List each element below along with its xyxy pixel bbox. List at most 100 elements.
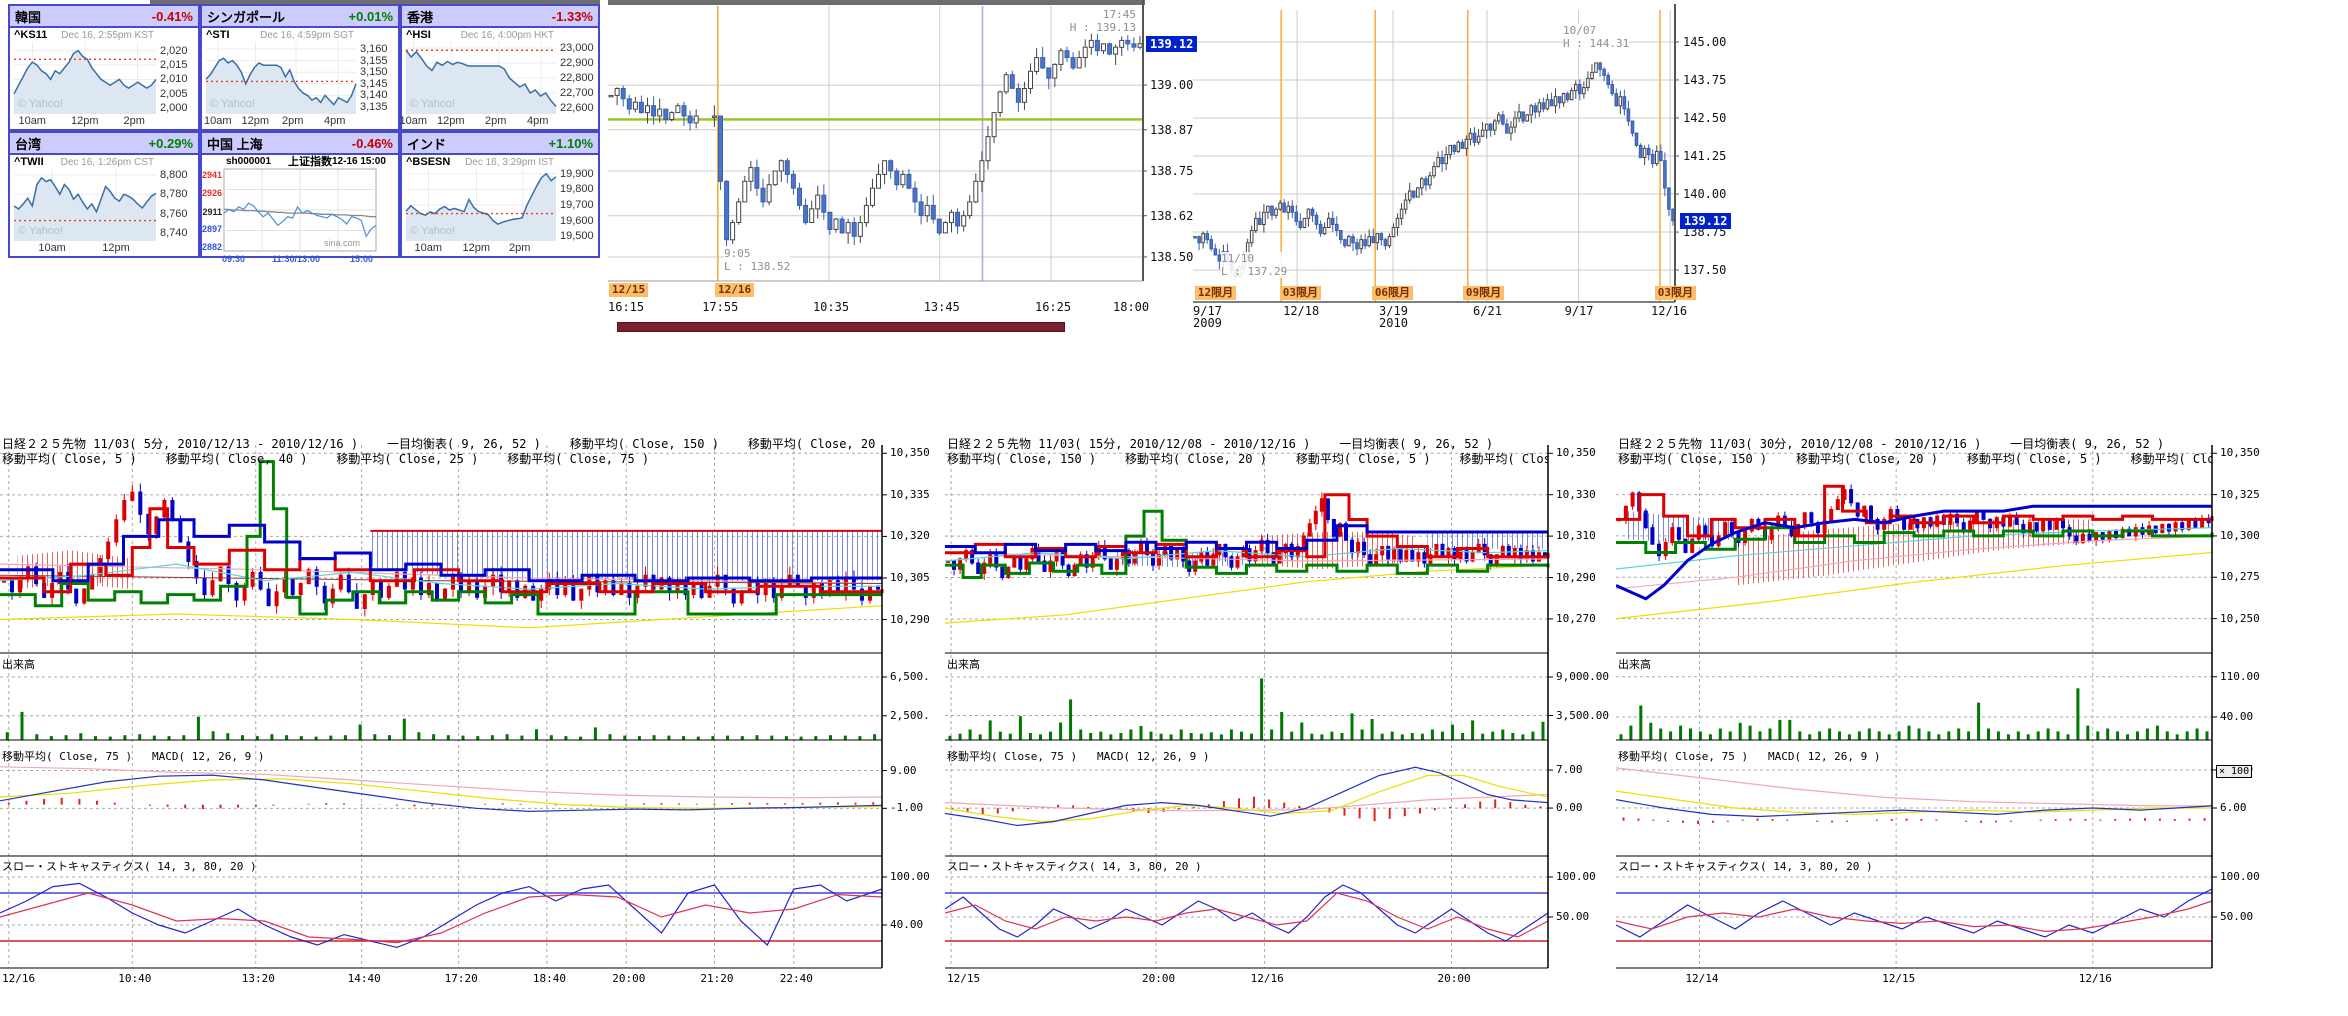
y-axis-label: 9,000.00: [1556, 670, 1609, 684]
chart-subtitle: 移動平均( Close, 150 ) 移動平均( Close, 20 ) 移動平…: [947, 452, 1548, 466]
high-annotation: 10/07 H : 144.31: [1563, 24, 1630, 50]
daily-candle-chart[interactable]: 145.00 143.75 142.50 141.25 140.00 138.75 137.…: [1193, 4, 1755, 334]
last-price-label: 139.12: [1146, 36, 1198, 52]
market-name[interactable]: 中国 上海: [207, 136, 263, 152]
y-axis-label: 8,780: [160, 188, 188, 201]
unit-multiplier-box: × 100: [2216, 765, 2253, 778]
market-mini-chart[interactable]: ^STI Dec 16, 4:59pm SGT 3,160 3,155 3,150 3,1…: [202, 28, 398, 129]
y-axis-label: 145.00: [1683, 34, 1727, 49]
month-box: 03限月: [1654, 286, 1696, 300]
date-box: 12/15: [609, 283, 649, 297]
month-box: 12限月: [1194, 286, 1237, 300]
x-axis-label: 10am: [414, 242, 443, 254]
market-cell-korea[interactable]: 韓国 -0.41% ^KS11 Dec 16, 2:55pm KST 2,020 2,…: [8, 4, 200, 131]
intraday-candle-chart[interactable]: 139.00 138.87 138.75 138.62 138.50 16:15 17:55…: [608, 0, 1198, 336]
x-axis-label: 17:55: [702, 300, 739, 314]
y-axis-label: 10,350: [890, 446, 930, 460]
y-axis-label: 138.62: [1150, 208, 1194, 223]
y-axis-label: 8,760: [160, 207, 188, 220]
market-change-pct: -0.46%: [351, 135, 393, 151]
y-axis-label: 10,325: [2220, 487, 2260, 501]
chart-title: 日経２２５先物 11/03( 30分, 2010/12/08 - 2010/12…: [1618, 437, 2165, 451]
scrollbar[interactable]: [617, 322, 1065, 332]
x-axis-label: 2pm: [509, 242, 531, 254]
macd-section-label: 移動平均( Close, 75 ) MACD( 12, 26, 9 ): [2, 750, 265, 763]
x-axis-label: 12pm: [71, 115, 99, 127]
y-axis-label: 3,500.00: [1556, 708, 1609, 722]
futures-plot[interactable]: 10,350 10,325 10,300 10,275 10,250 110.00 40.0…: [1616, 437, 2348, 1016]
y-axis-label: 138.87: [1150, 122, 1194, 137]
y-axis-label: 2,015: [160, 59, 188, 72]
macd-section-label: 移動平均( Close, 75 ) MACD( 12, 26, 9 ): [1618, 750, 1881, 763]
futures-chart-15min[interactable]: 日経２２５先物 11/03( 15分, 2010/12/08 - 2010/12…: [945, 437, 1613, 1016]
y-axis-label: 40.00: [2220, 710, 2254, 723]
x-axis-label: 9/17: [1564, 304, 1594, 318]
yahoo-watermark: © Yahoo!: [410, 225, 456, 237]
market-change-pct: +1.10%: [548, 135, 593, 151]
month-box: 09限月: [1462, 286, 1505, 300]
x-axis-label: 10am: [18, 115, 46, 127]
y-axis-label: 7.00: [1556, 763, 1583, 777]
market-mini-chart[interactable]: ^KS11 Dec 16, 2:55pm KST 2,020 2,015 2,010 2,…: [10, 28, 198, 129]
y-axis-label: 3,155: [360, 54, 388, 67]
futures-plot[interactable]: 10,350 10,335 10,320 10,305 10,290 6,500. 2,50…: [0, 437, 944, 1016]
x-axis-label: 15:00: [350, 254, 374, 264]
y-axis-label: 2,020: [160, 44, 188, 57]
x-axis-label: 12pm: [102, 242, 130, 254]
y-axis-label: 19,800: [560, 183, 594, 196]
market-mini-chart[interactable]: ^BSESN Dec 16, 3:29pm IST 19,900 19,800 19,7…: [402, 155, 598, 256]
x-axis-label: 13:20: [241, 972, 275, 985]
x-axis-label: 10am: [399, 115, 428, 127]
market-name[interactable]: インド: [407, 136, 447, 152]
x-axis-label: 12/15: [1882, 972, 1916, 985]
datetime-label: 12-16 15:00: [332, 156, 386, 167]
index-title: 上证指数: [288, 156, 332, 168]
window-edge: [150, 0, 600, 4]
market-cell-taiwan[interactable]: 台湾 +0.29% ^TWII Dec 16, 1:26pm CST 8,800 8,…: [8, 131, 200, 258]
daily-plot[interactable]: 145.00 143.75 142.50 141.25 140.00 138.75 137.…: [1193, 4, 1726, 334]
x-axis-label: 20:00: [1437, 972, 1471, 985]
market-cell-hongkong[interactable]: 香港 -1.33% ^HSI Dec 16, 4:00pm HKT 23,000 22…: [400, 4, 600, 131]
x-axis-label: 11:30/13:00: [272, 254, 321, 264]
market-name[interactable]: 韓国: [15, 9, 42, 25]
market-name[interactable]: 台湾: [15, 136, 42, 152]
futures-plot[interactable]: 10,350 10,330 10,310 10,290 10,270 9,000.00 3,…: [945, 437, 1613, 1016]
market-mini-chart[interactable]: ^TWII Dec 16, 1:26pm CST 8,800 8,780 8,760 8,…: [10, 155, 198, 256]
stoch-section-label: スロー・ストキャスティクス( 14, 3, 80, 20 ): [1618, 860, 1873, 873]
y-axis-label: 10,270: [1556, 611, 1596, 625]
market-cell-singapore[interactable]: シンガポール +0.01% ^STI Dec 16, 4:59pm SGT 3,16…: [200, 4, 400, 131]
x-axis-label: 2pm: [123, 115, 145, 127]
y-axis-label: 22,800: [560, 72, 594, 84]
y-axis-label: 139.00: [1150, 78, 1194, 93]
y-axis-label: 138.50: [1150, 249, 1194, 264]
x-axis-label: 10am: [38, 242, 66, 254]
x-axis-label: 12/16: [1651, 304, 1688, 318]
market-cell-india[interactable]: インド +1.10% ^BSESN Dec 16, 3:29pm IST 19,90…: [400, 131, 600, 258]
volume-section-label: 出来高: [947, 658, 980, 671]
y-axis-label: 2941: [202, 169, 223, 180]
datetime-label: Dec 16, 2:55pm KST: [61, 30, 154, 41]
y-axis-label: 10,350: [1556, 446, 1596, 460]
futures-chart-30min[interactable]: 日経２２５先物 11/03( 30分, 2010/12/08 - 2010/12…: [1616, 437, 2348, 1016]
market-header: インド +1.10%: [402, 133, 598, 155]
y-axis-label: 10,275: [2220, 570, 2260, 584]
x-axis-label: 2pm: [282, 115, 304, 127]
intraday-plot[interactable]: 139.00 138.87 138.75 138.62 138.50 16:15 17:55…: [608, 0, 1193, 320]
y-axis-label: 8,740: [160, 227, 188, 240]
market-cell-china[interactable]: 中国 上海 -0.46% sh000001 上证指数 12-16 15:00 2941…: [200, 131, 400, 264]
x-axis-label: 12/16: [2078, 972, 2112, 985]
market-name[interactable]: 香港: [407, 9, 434, 25]
y-axis-label: 23,000: [560, 42, 594, 54]
x-axis-label: 10am: [204, 115, 232, 127]
market-name[interactable]: シンガポール: [207, 9, 286, 25]
futures-chart-5min[interactable]: 日経２２５先物 11/03( 5分, 2010/12/13 - 2010/12/…: [0, 437, 944, 1016]
stoch-section-label: スロー・ストキャスティクス( 14, 3, 80, 20 ): [947, 860, 1202, 873]
market-header: 台湾 +0.29%: [10, 133, 198, 155]
y-axis-label: 6,500.: [890, 670, 930, 683]
market-mini-chart[interactable]: ^HSI Dec 16, 4:00pm HKT 23,000 22,900 22,800…: [399, 28, 598, 129]
market-mini-chart[interactable]: sh000001 上证指数 12-16 15:00 2941 2926 2911 2897 2…: [202, 155, 398, 264]
x-axis-label: 4pm: [324, 115, 346, 127]
market-header: 韓国 -0.41%: [10, 6, 198, 28]
y-axis-label: 10,335: [890, 487, 930, 501]
x-axis-label: 16:25: [1034, 300, 1072, 314]
